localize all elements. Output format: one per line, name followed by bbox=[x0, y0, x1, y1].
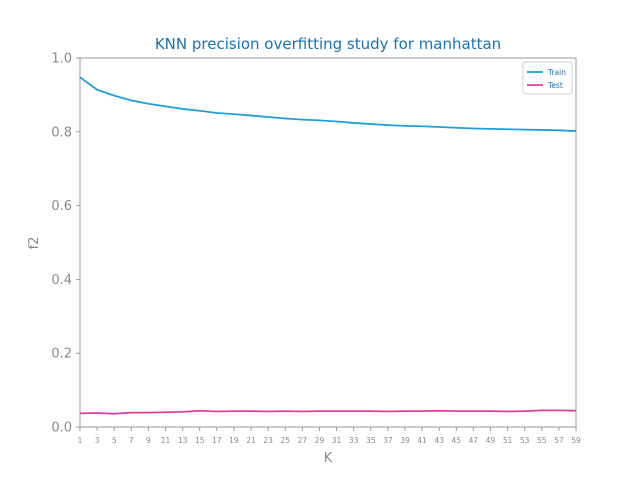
x-tick-label: 21 bbox=[246, 436, 256, 445]
x-tick-label: 45 bbox=[452, 436, 462, 445]
plot-area: 0.00.20.40.60.81.01 3 5 7 9 11 13 15 17 19 21 23 25 2… bbox=[51, 52, 581, 446]
x-tick-label: 3 bbox=[95, 436, 100, 445]
series-line-train bbox=[79, 76, 577, 132]
y-tick-label: 0.6 bbox=[51, 199, 72, 214]
x-tick-label: 31 bbox=[332, 436, 342, 445]
legend-label-train: Train bbox=[547, 68, 566, 77]
x-axis-label: K bbox=[324, 451, 333, 466]
plot-frame bbox=[79, 57, 577, 428]
x-tick-label: 7 bbox=[129, 436, 134, 445]
x-tick-label: 57 bbox=[554, 436, 564, 445]
y-axis-label: f2 bbox=[27, 237, 42, 250]
x-tick-label: 43 bbox=[434, 436, 444, 445]
x-tick-label: 11 bbox=[161, 436, 171, 445]
x-tick-label: 59 bbox=[571, 436, 581, 445]
chart-title: KNN precision overfitting study for manh… bbox=[155, 35, 501, 53]
x-tick-label: 19 bbox=[229, 436, 239, 445]
y-tick-label: 0.4 bbox=[51, 273, 72, 288]
y-tick-label: 0.8 bbox=[51, 125, 72, 140]
x-tick-label: 39 bbox=[400, 436, 410, 445]
y-tick-label: 0.2 bbox=[51, 347, 72, 362]
x-tick-label: 41 bbox=[417, 436, 427, 445]
x-tick-label: 25 bbox=[280, 436, 290, 445]
x-tick-label: 1 bbox=[78, 436, 83, 445]
x-tick-label: 13 bbox=[178, 436, 188, 445]
x-tick-label: 33 bbox=[349, 436, 359, 445]
legend: Train Test bbox=[522, 61, 573, 95]
x-tick-label: 47 bbox=[469, 436, 479, 445]
y-tick-label: 1.0 bbox=[51, 52, 72, 67]
x-tick-label: 5 bbox=[112, 436, 117, 445]
x-tick-label: 29 bbox=[315, 436, 325, 445]
x-tick-label: 27 bbox=[298, 436, 308, 445]
legend-box bbox=[522, 61, 573, 95]
x-tick-label: 9 bbox=[146, 436, 151, 445]
legend-label-test: Test bbox=[547, 81, 563, 90]
x-tick-label: 35 bbox=[366, 436, 376, 445]
x-tick-label: 49 bbox=[486, 436, 496, 445]
x-tick-label: 37 bbox=[383, 436, 393, 445]
y-tick-label: 0.0 bbox=[51, 421, 72, 436]
x-tick-label: 53 bbox=[520, 436, 530, 445]
series-line-test bbox=[79, 409, 577, 415]
x-tick-label: 51 bbox=[503, 436, 513, 445]
x-tick-label: 15 bbox=[195, 436, 205, 445]
x-tick-label: 23 bbox=[263, 436, 273, 445]
x-tick-label: 55 bbox=[537, 436, 547, 445]
x-tick-label: 17 bbox=[212, 436, 222, 445]
